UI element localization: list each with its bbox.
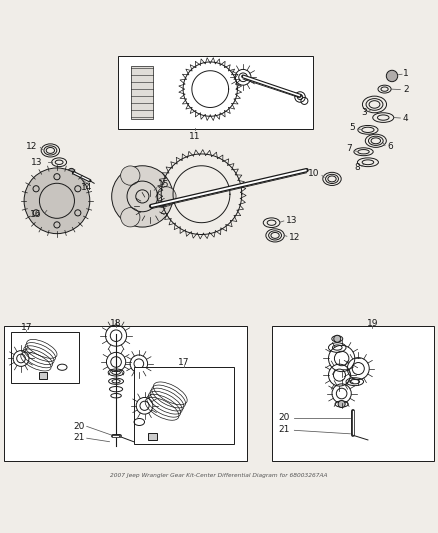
Circle shape: [54, 222, 60, 228]
Text: 20: 20: [73, 422, 85, 431]
Text: 21: 21: [73, 433, 85, 442]
Text: 12: 12: [289, 232, 300, 241]
Circle shape: [75, 210, 81, 216]
Text: 11: 11: [189, 132, 201, 141]
Text: 6: 6: [388, 142, 393, 151]
Circle shape: [157, 187, 176, 206]
Text: 8: 8: [354, 163, 360, 172]
Bar: [118, 56, 313, 128]
Circle shape: [33, 185, 39, 192]
Text: 1: 1: [403, 69, 409, 78]
Text: 18: 18: [110, 319, 122, 328]
Bar: [134, 367, 234, 444]
Text: 13: 13: [32, 158, 43, 167]
Text: 3: 3: [361, 108, 367, 117]
Text: 4: 4: [403, 114, 409, 123]
Text: 19: 19: [367, 319, 378, 328]
Circle shape: [386, 70, 398, 82]
Text: 13: 13: [286, 215, 297, 224]
Bar: [131, 66, 153, 119]
Bar: [148, 432, 157, 440]
Text: 17: 17: [178, 358, 190, 367]
Text: 5: 5: [349, 123, 355, 132]
Text: 2: 2: [403, 85, 409, 94]
Circle shape: [33, 210, 39, 216]
Text: 17: 17: [21, 324, 32, 332]
Text: 10: 10: [308, 169, 320, 178]
Text: 16: 16: [30, 211, 42, 219]
Text: 14: 14: [81, 183, 92, 192]
Circle shape: [24, 168, 90, 233]
Text: 2007 Jeep Wrangler Gear Kit-Center Differential Diagram for 68003267AA: 2007 Jeep Wrangler Gear Kit-Center Diffe…: [110, 473, 328, 478]
Bar: [39, 372, 47, 378]
Bar: [272, 326, 434, 462]
Circle shape: [334, 335, 341, 342]
Circle shape: [121, 166, 140, 185]
Text: 7: 7: [346, 144, 352, 153]
Bar: [11, 332, 79, 383]
Circle shape: [54, 174, 60, 180]
Text: 20: 20: [278, 413, 290, 422]
Circle shape: [75, 185, 81, 192]
Text: 21: 21: [278, 425, 290, 434]
Circle shape: [112, 166, 173, 227]
Circle shape: [121, 208, 140, 227]
Text: 15: 15: [158, 180, 169, 189]
Text: 12: 12: [26, 142, 37, 150]
Bar: [4, 326, 247, 462]
Circle shape: [68, 168, 75, 175]
Circle shape: [338, 400, 345, 408]
